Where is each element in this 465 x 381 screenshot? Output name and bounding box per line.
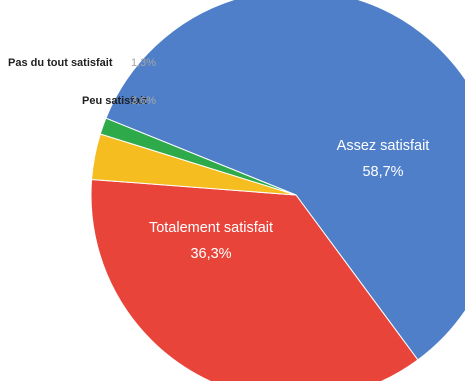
pie-slices: [90, 0, 465, 381]
pie-labels: Assez satisfait 58,7% Totalement satisfait…: [8, 57, 429, 262]
slice-percent-label: 1,3%: [131, 57, 156, 69]
pie-slice-pas-du-tout-satisfait: [99, 117, 297, 196]
slice-percent-label: 58,7%: [362, 164, 403, 180]
slice-category-label: Assez satisfait: [337, 138, 430, 154]
slice-category-label: Pas du tout satisfait: [8, 57, 113, 69]
slice-percent-label: 36,3%: [190, 246, 231, 262]
slice-percent-label: 3,6%: [131, 95, 156, 107]
slice-category-label: Totalement satisfait: [149, 220, 273, 236]
pie-slice-assez-satisfait: [105, 0, 465, 361]
slice-category-label: Peu satisfait: [82, 95, 147, 107]
pie-slice-totalement-satisfait: [90, 178, 419, 381]
